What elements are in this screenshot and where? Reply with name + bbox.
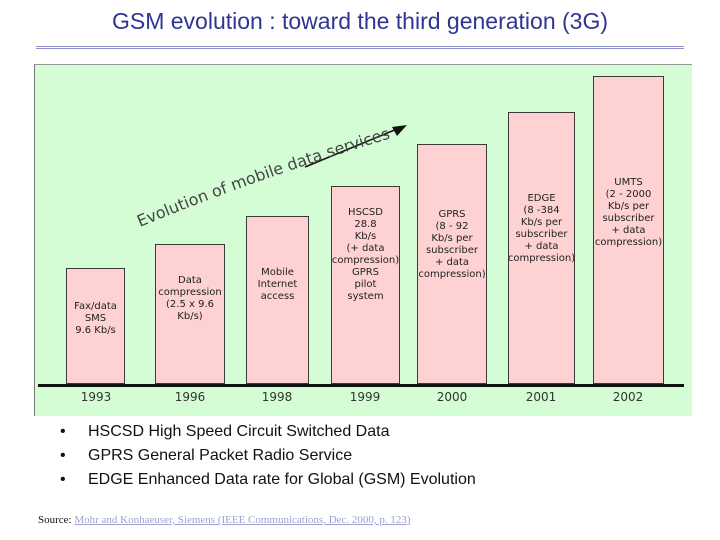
bar-label-2002: UMTS (2 - 2000 Kb/s per subscriber + dat… <box>594 177 663 248</box>
arrow-head <box>392 125 407 136</box>
bullet-item: • GPRS General Packet Radio Service <box>60 444 476 468</box>
bar-2000: GPRS (8 - 92 Kb/s per subscriber + data … <box>417 144 487 384</box>
bar-label-1999: HSCSD 28.8 Kb/s (+ data compression) GPR… <box>331 207 400 302</box>
bullet-item: • EDGE Enhanced Data rate for Global (GS… <box>60 468 476 492</box>
year-2001: 2001 <box>525 390 557 404</box>
bar-label-2000: GPRS (8 - 92 Kb/s per subscriber + data … <box>418 209 486 280</box>
bullet-list: • HSCSD High Speed Circuit Switched Data… <box>60 420 476 492</box>
timeline-axis <box>38 384 684 387</box>
bullet-marker: • <box>60 423 66 440</box>
arrow-line <box>304 128 398 168</box>
bar-2001: EDGE (8 -384 Kb/s per subscriber + data … <box>508 112 575 384</box>
source-link[interactable]: Mohr and Konhaeuser, Siemens (IEEE Commu… <box>74 514 411 526</box>
bullet-text-edge: EDGE Enhanced Data rate for Global (GSM)… <box>88 471 476 488</box>
slide-title: GSM evolution : toward the third generat… <box>111 8 609 34</box>
year-2002: 2002 <box>612 390 644 404</box>
bar-1993: Fax/data SMS 9.6 Kb/s <box>66 268 125 384</box>
source-prefix: Source: <box>38 514 72 526</box>
year-1998: 1998 <box>261 390 293 404</box>
year-1993: 1993 <box>80 390 112 404</box>
bar-label-1993: Fax/data SMS 9.6 Kb/s <box>74 301 117 336</box>
bar-1998: Mobile Internet access <box>246 216 309 384</box>
year-1999: 1999 <box>349 390 381 404</box>
title-divider <box>36 46 684 49</box>
bullet-text-hscsd: HSCSD High Speed Circuit Switched Data <box>88 423 390 440</box>
bar-label-1996: Data compression (2.5 x 9.6 Kb/s) <box>158 275 222 322</box>
year-1996: 1996 <box>174 390 206 404</box>
bullet-marker: • <box>60 447 66 464</box>
bar-2002: UMTS (2 - 2000 Kb/s per subscriber + dat… <box>593 76 664 384</box>
bar-1999: HSCSD 28.8 Kb/s (+ data compression) GPR… <box>331 186 400 384</box>
bullet-marker: • <box>60 471 66 488</box>
bullet-item: • HSCSD High Speed Circuit Switched Data <box>60 420 476 444</box>
source-citation: Source: Mohr and Konhaeuser, Siemens (IE… <box>38 514 411 526</box>
bullet-text-gprs: GPRS General Packet Radio Service <box>88 447 353 464</box>
bar-label-1998: Mobile Internet access <box>257 267 298 302</box>
bar-1996: Data compression (2.5 x 9.6 Kb/s) <box>155 244 225 384</box>
bar-label-2001: EDGE (8 -384 Kb/s per subscriber + data … <box>507 193 576 264</box>
year-2000: 2000 <box>436 390 468 404</box>
